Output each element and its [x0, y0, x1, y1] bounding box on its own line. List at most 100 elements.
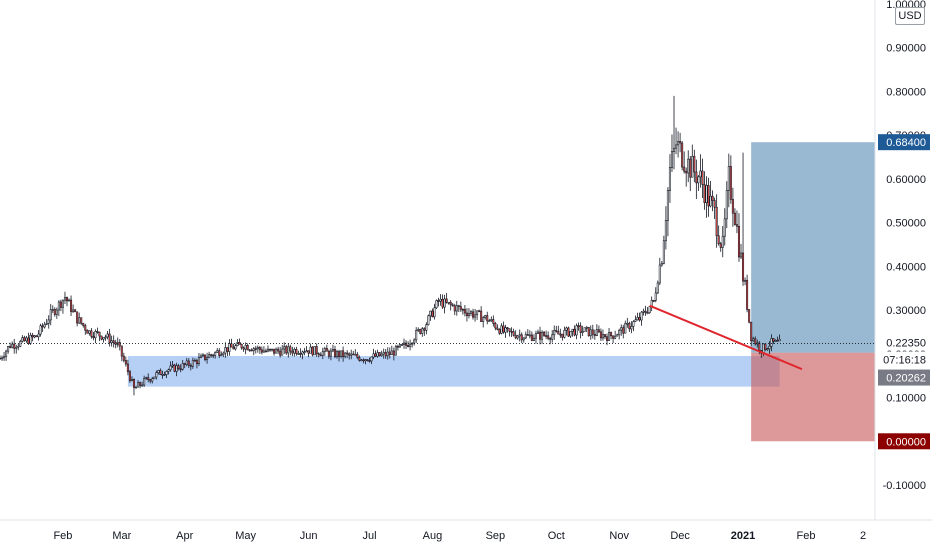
- candle-body[interactable]: [469, 311, 473, 314]
- candle-body[interactable]: [7, 345, 10, 352]
- candle-body[interactable]: [114, 342, 117, 345]
- candle-body[interactable]: [737, 225, 740, 258]
- candle-body[interactable]: [427, 315, 430, 325]
- candle-body[interactable]: [735, 224, 738, 227]
- candle-body[interactable]: [654, 292, 657, 301]
- candle-body[interactable]: [433, 307, 436, 318]
- candle-body[interactable]: [293, 348, 296, 354]
- candle-body[interactable]: [555, 330, 558, 332]
- candle-body[interactable]: [685, 170, 688, 174]
- candle-body[interactable]: [461, 309, 464, 311]
- candle-body[interactable]: [163, 374, 166, 376]
- candle-body[interactable]: [402, 342, 406, 345]
- candle-body[interactable]: [291, 350, 294, 354]
- candle-body[interactable]: [744, 279, 747, 282]
- candle-body[interactable]: [559, 333, 562, 336]
- last-price-tag[interactable]: 0.22350: [878, 334, 930, 351]
- candle-body[interactable]: [297, 353, 300, 355]
- candle-body[interactable]: [624, 323, 627, 334]
- candle-body[interactable]: [323, 348, 326, 352]
- candle-body[interactable]: [139, 382, 142, 386]
- candle-body[interactable]: [230, 343, 233, 348]
- candle-body[interactable]: [27, 337, 30, 344]
- candle-body[interactable]: [551, 334, 554, 340]
- candle-body[interactable]: [606, 336, 609, 341]
- candle-body[interactable]: [313, 346, 316, 356]
- candle-body[interactable]: [132, 378, 136, 388]
- candle-body[interactable]: [480, 310, 483, 322]
- candle-body[interactable]: [173, 364, 176, 372]
- candle-body[interactable]: [646, 312, 649, 315]
- candle-body[interactable]: [70, 299, 73, 312]
- candle-body[interactable]: [610, 332, 613, 337]
- candle-body[interactable]: [362, 359, 365, 362]
- candle-body[interactable]: [285, 346, 288, 354]
- candle-body[interactable]: [59, 301, 62, 308]
- candle-body[interactable]: [104, 336, 107, 339]
- stop-price-tag[interactable]: 0.00000: [878, 433, 930, 450]
- candle-body[interactable]: [90, 330, 93, 337]
- candle-body[interactable]: [569, 331, 572, 337]
- candle-body[interactable]: [212, 354, 215, 357]
- candle-body[interactable]: [567, 327, 570, 337]
- candle-body[interactable]: [506, 327, 509, 330]
- candle-body[interactable]: [419, 329, 422, 334]
- candle-body[interactable]: [644, 310, 647, 314]
- candle-body[interactable]: [206, 357, 209, 360]
- candle-body[interactable]: [277, 348, 280, 352]
- candle-body[interactable]: [565, 327, 568, 331]
- candle-body[interactable]: [342, 350, 345, 357]
- candle-body[interactable]: [656, 282, 659, 294]
- candle-body[interactable]: [352, 353, 355, 356]
- candle-body[interactable]: [43, 324, 46, 328]
- support-zone[interactable]: [127, 356, 780, 387]
- candle-body[interactable]: [151, 378, 154, 382]
- candle-body[interactable]: [725, 190, 728, 220]
- candle-body[interactable]: [526, 334, 529, 336]
- candle-body[interactable]: [459, 306, 462, 310]
- candle-body[interactable]: [612, 335, 615, 339]
- candle-body[interactable]: [204, 354, 207, 360]
- candle-body[interactable]: [396, 345, 399, 348]
- candle-body[interactable]: [622, 327, 625, 334]
- candle-body[interactable]: [557, 331, 560, 335]
- candle-body[interactable]: [368, 360, 371, 362]
- candle-body[interactable]: [37, 333, 40, 338]
- candle-body[interactable]: [693, 155, 696, 173]
- candle-body[interactable]: [301, 351, 304, 355]
- candle-body[interactable]: [541, 331, 544, 340]
- candle-body[interactable]: [498, 329, 501, 334]
- candle-body[interactable]: [758, 342, 761, 351]
- candle-body[interactable]: [634, 319, 637, 322]
- candle-body[interactable]: [273, 348, 276, 354]
- candle-body[interactable]: [260, 349, 263, 353]
- candle-body[interactable]: [575, 325, 578, 336]
- candle-body[interactable]: [429, 310, 432, 317]
- candle-body[interactable]: [216, 350, 219, 353]
- candle-body[interactable]: [358, 357, 361, 361]
- candle-body[interactable]: [705, 185, 708, 203]
- entry-price-tag[interactable]: 0.20262: [878, 369, 930, 386]
- candle-body[interactable]: [595, 329, 598, 336]
- candle-body[interactable]: [640, 311, 643, 321]
- candle-body[interactable]: [98, 331, 101, 337]
- candle-body[interactable]: [577, 325, 580, 327]
- candle-body[interactable]: [57, 301, 60, 311]
- candle-body[interactable]: [346, 352, 349, 355]
- candle-body[interactable]: [108, 333, 111, 344]
- candle-body[interactable]: [218, 350, 221, 356]
- candle-body[interactable]: [413, 339, 416, 344]
- candle-body[interactable]: [662, 240, 665, 264]
- candle-body[interactable]: [240, 344, 243, 349]
- candle-body[interactable]: [681, 142, 684, 168]
- candle-body[interactable]: [589, 329, 592, 337]
- candle-body[interactable]: [366, 359, 369, 361]
- candle-body[interactable]: [356, 353, 359, 358]
- candle-body[interactable]: [307, 350, 310, 354]
- candle-body[interactable]: [234, 345, 237, 350]
- candle-body[interactable]: [510, 331, 513, 333]
- candle-body[interactable]: [768, 345, 771, 350]
- candle-body[interactable]: [335, 351, 339, 357]
- time-axis[interactable]: Feb Mar Apr May Jun Jul Aug Sep Oct Nov Dec 2021 Feb…: [0, 519, 932, 542]
- candle-body[interactable]: [45, 323, 48, 325]
